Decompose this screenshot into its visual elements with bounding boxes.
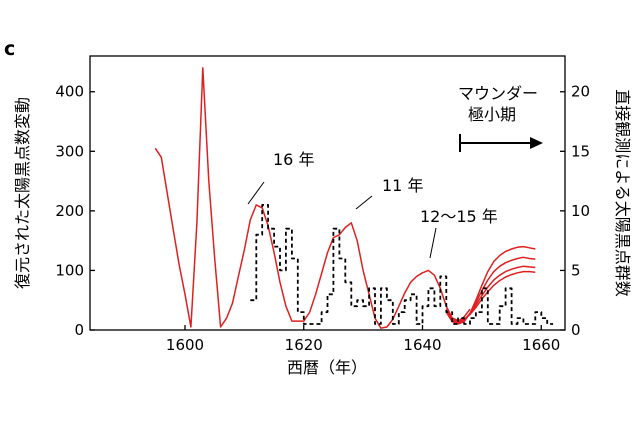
maunder-label-line1: マウンダー [458, 84, 538, 103]
series-layer [154, 67, 554, 329]
y-right-tick-label: 5 [571, 261, 581, 279]
x-tick-label: 1600 [166, 336, 204, 354]
left-axis-label: 復元された太陽黒点数変動 [13, 97, 32, 289]
x-tick-label: 1640 [403, 336, 441, 354]
annotation-11-year: 11 年 [382, 176, 423, 195]
annotation-16-year-leader [247, 181, 265, 205]
panel-label: c [4, 38, 16, 60]
right-axis-label: 直接観測による太陽黒点群数 [613, 89, 632, 297]
y-left-tick-label: 100 [55, 261, 84, 279]
x-axis-label: 西暦（年） [287, 358, 367, 377]
x-tick-label: 1620 [285, 336, 323, 354]
y-left-tick-label: 300 [55, 142, 84, 160]
maunder-label-line2: 極小期 [468, 105, 516, 124]
maunder-arrow [459, 134, 543, 152]
observed-group-number-line [250, 204, 554, 325]
reconstructed-sunspot-line-4 [445, 270, 536, 322]
reconstructed-sunspot-line-0 [154, 67, 471, 329]
y-left-tick-label: 200 [55, 202, 84, 220]
annotation-11-year-leader [355, 195, 373, 210]
y-right-tick-label: 15 [571, 142, 590, 160]
y-right-tick-label: 20 [571, 83, 590, 101]
reconstructed-sunspot-line-2 [445, 256, 536, 324]
annotation-16-year: 16 年 [273, 150, 314, 169]
plot-frame [89, 55, 566, 331]
x-tick-label: 1660 [522, 336, 560, 354]
reconstructed-sunspot-line-1 [445, 245, 536, 325]
annotation-12-15-year-leader [429, 227, 437, 259]
annotation-12-15-year: 12〜15 年 [420, 207, 498, 226]
y-left-tick-label: 400 [55, 83, 84, 101]
y-left-tick-label: 0 [74, 321, 84, 339]
y-right-tick-label: 0 [571, 321, 581, 339]
y-right-tick-label: 10 [571, 202, 590, 220]
reconstructed-sunspot-line-3 [445, 265, 536, 323]
ticks-layer: 1600 1620 1640 1660 0 100 200 300 400 0 5 10 15 20 [55, 83, 590, 354]
